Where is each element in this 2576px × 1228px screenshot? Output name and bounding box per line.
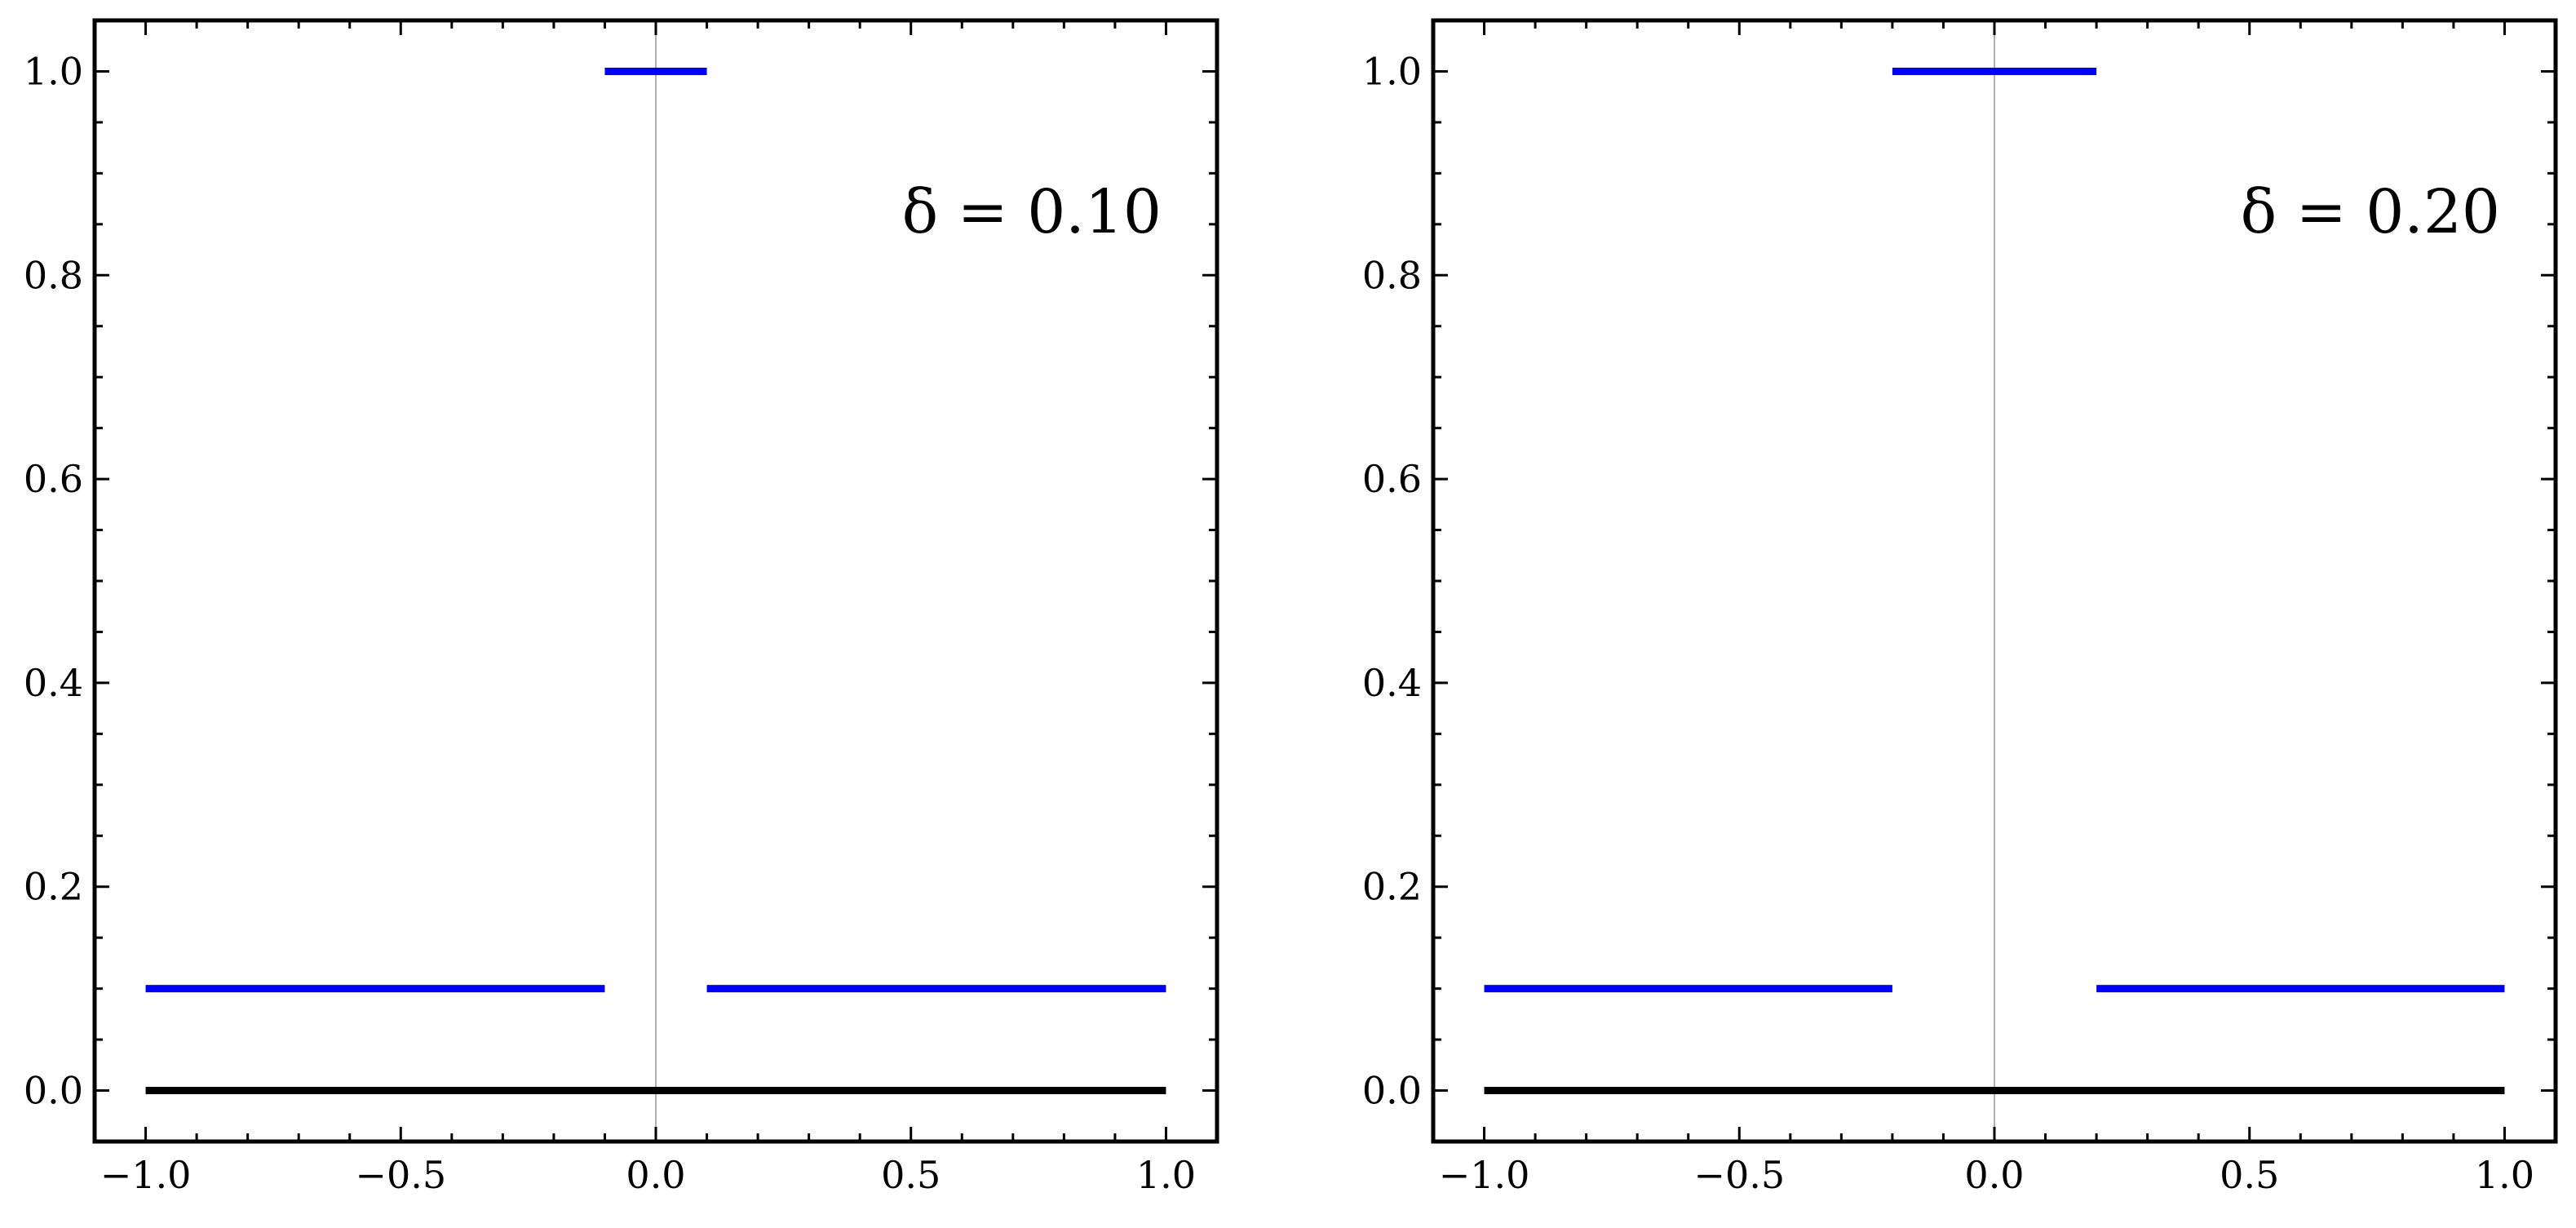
x-tick-label: 1.0 bbox=[2475, 1153, 2534, 1197]
x-tick-label: 1.0 bbox=[1136, 1153, 1196, 1197]
chart-panel-delta-0-20: −1.0 −0.5 0.0 0.5 1.0 0.0 0.2 0.4 0.6 0.8 1.0 δ = 0… bbox=[1362, 18, 2558, 1197]
x-tick-label: −0.5 bbox=[1693, 1153, 1785, 1197]
y-tick-label: 1.0 bbox=[1362, 49, 1422, 93]
delta-annotation: δ = 0.20 bbox=[2241, 177, 2500, 247]
x-tick-label: 0.0 bbox=[1964, 1153, 2024, 1197]
y-tick-label: 0.0 bbox=[24, 1069, 83, 1113]
y-tick-label: 0.2 bbox=[24, 865, 83, 909]
x-tick-label: 0.0 bbox=[626, 1153, 685, 1197]
y-tick-label: 0.4 bbox=[1362, 661, 1422, 705]
x-tick-label: −0.5 bbox=[355, 1153, 446, 1197]
y-tick-label: 0.6 bbox=[1362, 457, 1422, 501]
x-tick-label: 0.5 bbox=[881, 1153, 941, 1197]
x-tick-label: −1.0 bbox=[100, 1153, 192, 1197]
y-tick-label: 0.6 bbox=[24, 457, 83, 501]
x-tick-label: −1.0 bbox=[1439, 1153, 1530, 1197]
y-tick-label: 1.0 bbox=[24, 49, 83, 93]
x-tick-label: 0.5 bbox=[2220, 1153, 2279, 1197]
delta-annotation: δ = 0.10 bbox=[902, 177, 1162, 247]
chart-panel-delta-0-10: −1.0 −0.5 0.0 0.5 1.0 0.0 0.2 0.4 0.6 0.8 1.0 δ = 0… bbox=[24, 18, 1219, 1197]
y-tick-label: 0.8 bbox=[1362, 253, 1422, 297]
y-tick-label: 0.0 bbox=[1362, 1069, 1422, 1113]
y-tick-label: 0.4 bbox=[24, 661, 83, 705]
y-tick-label: 0.8 bbox=[24, 253, 83, 297]
y-tick-label: 0.2 bbox=[1362, 865, 1422, 909]
